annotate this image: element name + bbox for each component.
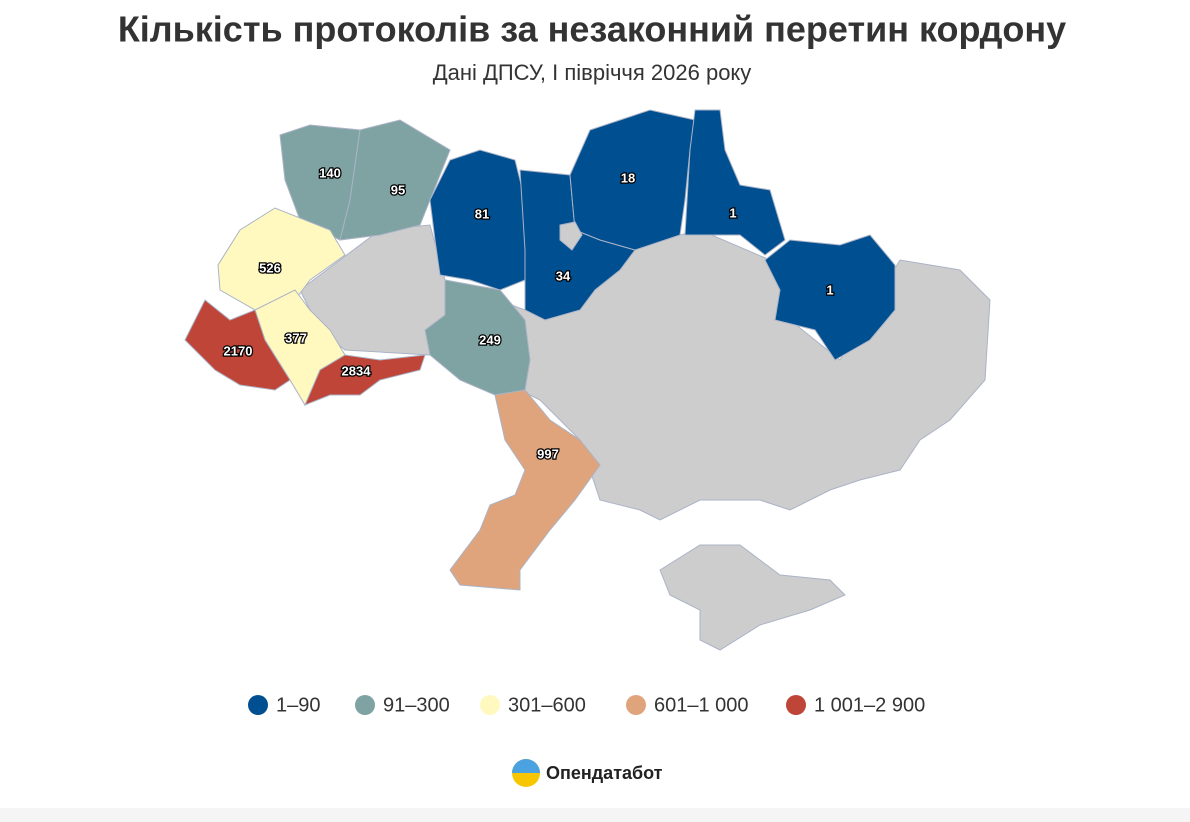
- legend-label: 601–1 000: [654, 694, 749, 716]
- region: [424, 279, 531, 396]
- region: [304, 354, 426, 406]
- region-label: 2170: [224, 343, 253, 358]
- region-label: 526: [259, 260, 281, 275]
- legend-label: 91–300: [383, 694, 450, 716]
- region: [569, 109, 696, 251]
- region: [684, 109, 786, 256]
- kyiv-city: [559, 221, 583, 251]
- region: [184, 299, 291, 391]
- legend-swatch: [480, 695, 500, 715]
- region-label: 997: [537, 446, 559, 461]
- legend-label: 301–600: [508, 694, 586, 716]
- legend-swatch: [626, 695, 646, 715]
- region-label: 18: [621, 170, 635, 185]
- legend-swatch: [786, 695, 806, 715]
- brand: Опендатабот: [546, 763, 663, 783]
- region-label: 95: [391, 182, 405, 197]
- region: [764, 234, 896, 361]
- title: Кількість протоколів за незаконний перет…: [118, 9, 1066, 50]
- region: [339, 119, 451, 241]
- brand-logo-top: [512, 759, 540, 773]
- region: [449, 389, 601, 591]
- region-label: 34: [556, 268, 571, 283]
- region-label: 81: [475, 206, 489, 221]
- region-label: 140: [319, 165, 341, 180]
- crimea: [659, 544, 846, 651]
- region-label: 377: [285, 330, 307, 345]
- footer-band: [0, 808, 1190, 822]
- subtitle: Дані ДПСУ, І півріччя 2026 року: [433, 60, 752, 85]
- region: [217, 207, 346, 311]
- region-label: 1: [729, 205, 736, 220]
- legend: 1–90 91–300 301–600 601–1 000 1 001–2 900: [248, 694, 925, 716]
- region-label: 1: [826, 282, 833, 297]
- legend-swatch: [355, 695, 375, 715]
- legend-label: 1–90: [276, 694, 321, 716]
- legend-label: 1 001–2 900: [814, 694, 925, 716]
- legend-swatch: [248, 695, 268, 715]
- region-label: 249: [479, 332, 501, 347]
- map: 140 95 526 377 2170 2834 81 34 18 1 1 249 997: [184, 109, 991, 651]
- region-label: 2834: [342, 363, 372, 378]
